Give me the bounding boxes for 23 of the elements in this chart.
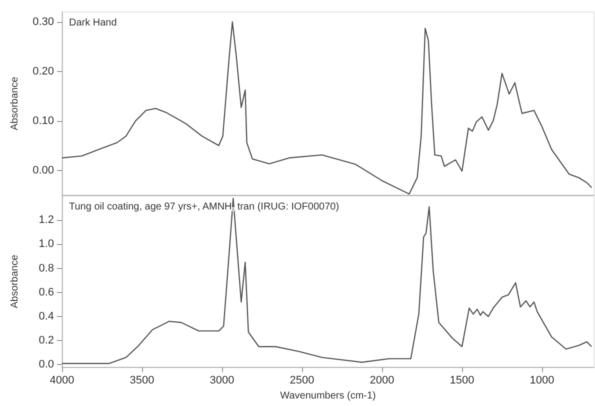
x-tick-label: 2000 (370, 374, 394, 387)
x-tick-label: 1000 (530, 374, 554, 387)
x-tick-label: 1500 (450, 374, 474, 387)
x-tick-label: 4000 (50, 374, 74, 387)
y-tick-label: 1.0 (38, 238, 54, 250)
y-tick-label: 0.0 (38, 358, 54, 371)
y-tick-label: 1.2 (38, 214, 54, 226)
y-tick-label: 0.30 (32, 16, 54, 28)
y-tick-label: 0.8 (38, 262, 54, 274)
y-tick-label: 0.10 (32, 114, 54, 127)
x-tick-label: 2500 (290, 374, 314, 387)
y-tick-label: 0.4 (38, 310, 54, 322)
y-axis-title: Absorbance (10, 76, 20, 130)
x-axis-title: Wavenumbers (cm-1) (280, 390, 376, 402)
x-tick-label: 3000 (210, 374, 234, 387)
line-series (61, 198, 592, 364)
y-tick-label: 0.00 (32, 164, 54, 176)
y-tick-label: 0.2 (38, 334, 54, 347)
y-tick-label: 0.20 (32, 65, 54, 78)
y-axis-title: Absorbance (10, 254, 20, 308)
x-tick-label: 3500 (130, 374, 154, 387)
text: Dark Hand (69, 18, 117, 28)
y-tick-label: 0.6 (38, 286, 54, 298)
